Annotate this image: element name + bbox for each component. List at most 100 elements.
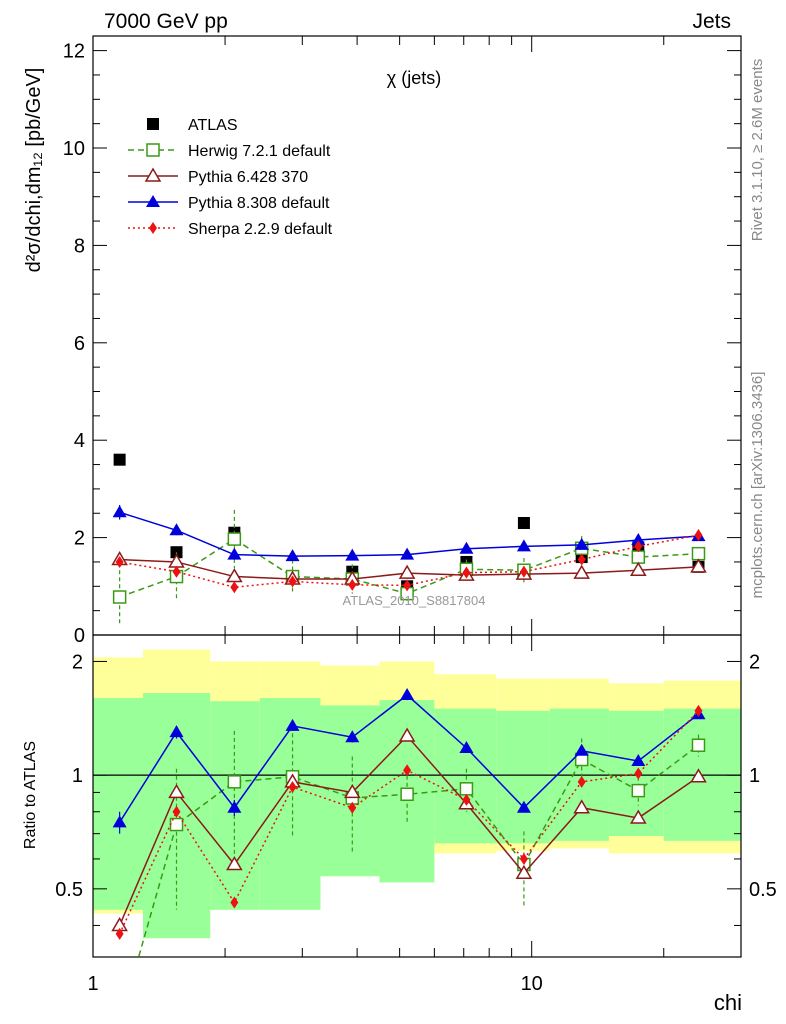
data-point <box>345 548 360 561</box>
rivet-version-label: Rivet 3.1.10, ≥ 2.6M events <box>749 59 766 242</box>
series-pythia-8-308-default <box>112 504 706 562</box>
main-y-tick-label: 6 <box>74 333 85 355</box>
x-tick-label: 1 <box>87 973 98 995</box>
data-point <box>694 529 703 542</box>
inner-band-bin <box>496 710 550 844</box>
ratio-point <box>691 738 706 752</box>
ratio-point <box>345 730 360 743</box>
ratio-point <box>172 805 181 818</box>
data-point <box>631 550 646 564</box>
main-y-axis-label: d²σ/dchi,dm₁₂ [pb/GeV] <box>23 68 45 273</box>
ratio-series-pythia-6-428-370 <box>111 727 707 932</box>
data-point <box>630 561 647 576</box>
data-point <box>285 549 300 562</box>
data-point <box>690 558 707 573</box>
data-point <box>631 533 646 546</box>
ratio-point <box>519 852 528 865</box>
ratio-point <box>115 927 124 940</box>
process-label: Jets <box>692 10 731 33</box>
ratio-point <box>577 775 586 788</box>
analysis-watermark: ATLAS_2010_S8817804 <box>343 593 486 608</box>
main-y-tick-label: 4 <box>74 430 85 452</box>
ratio-point <box>403 764 412 777</box>
legend-marker <box>149 222 157 234</box>
ratio-panel-frame <box>92 634 742 958</box>
legend-marker <box>146 195 160 207</box>
ratio-series-sherpa-2-2-9-default <box>115 704 703 940</box>
data-point <box>634 540 643 553</box>
inner-band-bin <box>434 708 497 844</box>
data-point <box>519 565 528 578</box>
ratio-point <box>459 782 474 796</box>
data-point <box>112 590 127 604</box>
ratio-point <box>285 718 300 731</box>
series-sherpa-2-2-9-default <box>115 529 703 594</box>
legend-entry-pythia-6-428-370: Pythia 6.428 370 <box>128 167 308 186</box>
legend-entry-herwig-7-2-1-default: Herwig 7.2.1 default <box>128 143 331 160</box>
data-point <box>400 547 415 560</box>
ratio-point <box>631 754 646 767</box>
ratio-point <box>168 783 185 799</box>
data-point <box>227 547 242 560</box>
ratio-point <box>462 793 471 806</box>
ratio-point <box>574 743 589 756</box>
legend-marker <box>146 143 160 157</box>
mcplots-source-label: mcplots.cern.ch [arXiv:1306.3436] <box>749 372 766 599</box>
legend-label: ATLAS <box>188 117 238 134</box>
legend-label: Herwig 7.2.1 default <box>188 143 331 160</box>
data-point <box>517 516 530 529</box>
ratio-y-tick-label-left: 2 <box>72 651 83 673</box>
data-point <box>516 539 531 552</box>
ratio-point <box>459 740 474 753</box>
legend: ATLAS Herwig 7.2.1 default Pythia 6.428 37… <box>128 117 333 238</box>
ratio-point <box>226 856 243 871</box>
data-point <box>169 523 184 536</box>
ratio-point <box>112 815 127 828</box>
ratio-y-tick-label-right: 1 <box>749 765 760 787</box>
legend-label: Pythia 6.428 370 <box>188 169 308 186</box>
data-point <box>348 578 357 591</box>
main-y-tick-label: 2 <box>74 528 85 550</box>
energy-label: 7000 GeV pp <box>104 10 228 33</box>
data-point <box>691 546 706 561</box>
data-point <box>462 566 471 579</box>
ratio-series-herwig-7-2-1-default <box>114 730 706 1024</box>
ratio-y-axis-label: Ratio to ATLAS <box>22 741 39 849</box>
data-point <box>115 555 124 568</box>
main-y-tick-label: 10 <box>63 138 85 160</box>
legend-entry-atlas: ATLAS <box>147 117 238 134</box>
data-point <box>403 579 412 592</box>
inner-band-bin <box>93 698 143 910</box>
ratio-point <box>516 800 531 813</box>
ratio-point <box>114 1018 126 1024</box>
x-tick-label: 10 <box>521 973 543 995</box>
ratio-point <box>343 783 361 799</box>
data-point <box>112 505 127 518</box>
main-y-tick-label: 12 <box>63 41 85 63</box>
inner-band-bin <box>259 698 321 910</box>
ratio-y-tick-label-right: 0.5 <box>749 879 777 901</box>
main-y-tick-label: 8 <box>74 235 85 257</box>
ratio-y-tick-label-left: 0.5 <box>55 879 83 901</box>
ratio-point <box>573 799 590 814</box>
ratio-point <box>398 727 416 742</box>
x-axis-label: chi <box>714 990 742 1015</box>
data-point <box>398 564 416 579</box>
ratio-point <box>169 725 184 738</box>
ratio-point <box>227 775 242 789</box>
legend-marker <box>144 167 162 182</box>
main-y-tick-label: 0 <box>74 625 85 647</box>
legend-label: Pythia 8.308 default <box>188 195 330 212</box>
data-point <box>574 537 589 550</box>
ratio-point <box>348 801 357 814</box>
legend-entry-sherpa-2-2-9-default: Sherpa 2.2.9 default <box>128 221 333 238</box>
ratio-point <box>630 809 647 824</box>
legend-label: Sherpa 2.2.9 default <box>188 221 333 238</box>
legend-marker <box>147 118 159 130</box>
data-point <box>172 565 181 578</box>
legend-entry-pythia-8-308-default: Pythia 8.308 default <box>128 195 330 212</box>
data-point <box>459 541 474 554</box>
ratio-point <box>694 704 703 717</box>
